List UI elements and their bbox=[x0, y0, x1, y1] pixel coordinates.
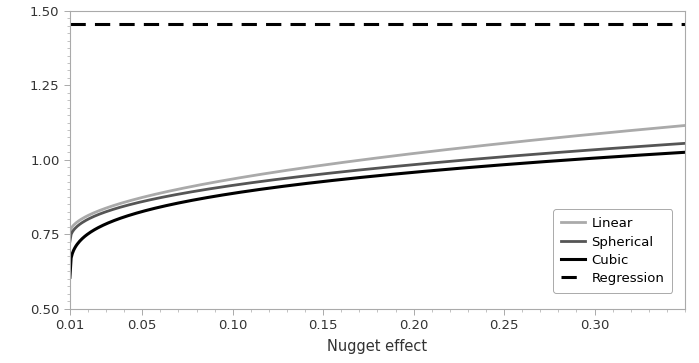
Cubic bbox=[432, 168, 440, 172]
Cubic bbox=[681, 150, 689, 155]
Regression bbox=[358, 22, 366, 26]
Spherical bbox=[432, 160, 440, 165]
Linear bbox=[570, 134, 578, 138]
Linear bbox=[66, 231, 74, 235]
Regression bbox=[361, 22, 370, 26]
Linear bbox=[358, 158, 366, 162]
X-axis label: Nugget effect: Nugget effect bbox=[327, 339, 428, 354]
Spherical bbox=[361, 167, 370, 172]
Cubic bbox=[398, 171, 407, 175]
Spherical bbox=[570, 149, 578, 154]
Linear bbox=[398, 152, 407, 157]
Regression bbox=[66, 22, 74, 26]
Legend: Linear, Spherical, Cubic, Regression: Linear, Spherical, Cubic, Regression bbox=[553, 209, 672, 293]
Line: Cubic: Cubic bbox=[70, 152, 685, 277]
Spherical bbox=[666, 142, 675, 147]
Cubic bbox=[358, 175, 366, 179]
Cubic bbox=[570, 157, 578, 162]
Linear bbox=[432, 149, 440, 153]
Cubic bbox=[361, 175, 370, 179]
Regression bbox=[570, 22, 578, 26]
Linear bbox=[666, 125, 675, 129]
Spherical bbox=[681, 141, 689, 146]
Regression bbox=[398, 22, 407, 26]
Spherical bbox=[398, 163, 407, 168]
Regression bbox=[681, 22, 689, 26]
Linear bbox=[361, 157, 370, 162]
Cubic bbox=[666, 151, 675, 155]
Cubic bbox=[66, 275, 74, 280]
Line: Linear: Linear bbox=[70, 126, 685, 233]
Line: Spherical: Spherical bbox=[70, 143, 685, 242]
Spherical bbox=[66, 240, 74, 244]
Regression bbox=[432, 22, 440, 26]
Linear bbox=[681, 123, 689, 128]
Regression bbox=[666, 22, 675, 26]
Spherical bbox=[358, 168, 366, 172]
